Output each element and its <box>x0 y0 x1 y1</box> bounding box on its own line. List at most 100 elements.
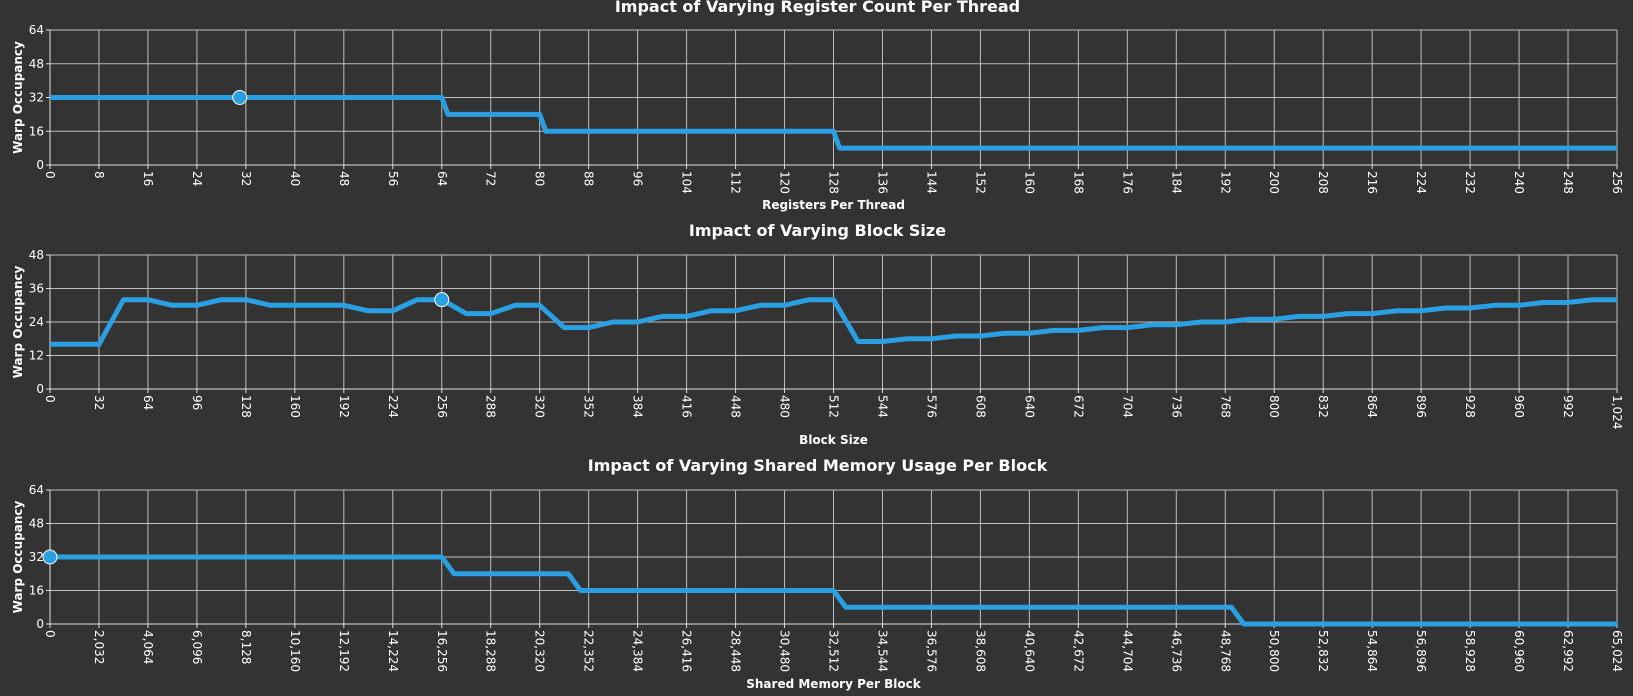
x-tick-label: 42,672 <box>1071 630 1085 672</box>
x-tick-label: 200 <box>1267 171 1281 194</box>
x-tick-label: 160 <box>288 395 302 418</box>
x-tick-label: 6,096 <box>190 630 204 664</box>
y-tick-label: 0 <box>36 158 44 172</box>
x-tick-label: 38,608 <box>973 630 987 672</box>
x-axis-title: Shared Memory Per Block <box>746 677 922 691</box>
x-tick-label: 128 <box>827 171 841 194</box>
x-tick-label: 60,960 <box>1512 630 1526 672</box>
x-tick-label: 32 <box>92 395 106 410</box>
x-tick-label: 120 <box>778 171 792 194</box>
x-tick-label: 208 <box>1316 171 1330 194</box>
x-tick-label: 8 <box>92 171 106 179</box>
x-tick-label: 44,704 <box>1120 630 1134 672</box>
x-tick-label: 232 <box>1463 171 1477 194</box>
x-tick-label: 384 <box>631 395 645 418</box>
x-tick-label: 16,256 <box>435 630 449 672</box>
x-tick-label: 768 <box>1218 395 1232 418</box>
x-tick-label: 48 <box>337 171 351 186</box>
x-tick-label: 704 <box>1120 395 1134 418</box>
x-tick-label: 192 <box>1218 171 1232 194</box>
x-tick-label: 36,576 <box>924 630 938 672</box>
x-tick-label: 256 <box>435 395 449 418</box>
chart-title: Impact of Varying Shared Memory Usage Pe… <box>588 456 1048 475</box>
x-tick-label: 54,864 <box>1365 630 1379 672</box>
x-tick-label: 104 <box>680 171 694 194</box>
x-tick-label: 224 <box>386 395 400 418</box>
x-tick-label: 56,896 <box>1414 630 1428 672</box>
x-tick-label: 26,416 <box>680 630 694 672</box>
x-tick-label: 80 <box>533 171 547 186</box>
x-tick-label: 28,448 <box>729 630 743 672</box>
x-tick-label: 736 <box>1169 395 1183 418</box>
x-tick-label: 144 <box>924 171 938 194</box>
x-tick-label: 800 <box>1267 395 1281 418</box>
x-tick-label: 52,832 <box>1316 630 1330 672</box>
x-tick-label: 56 <box>386 171 400 186</box>
x-tick-label: 320 <box>533 395 547 418</box>
y-tick-label: 48 <box>29 517 44 531</box>
chart-register-count: Impact of Varying Register Count Per Thr… <box>11 0 1624 212</box>
series-line <box>50 554 1617 627</box>
x-tick-label: 544 <box>875 395 889 418</box>
x-tick-label: 62,992 <box>1561 630 1575 672</box>
x-axis-title: Registers Per Thread <box>762 198 905 212</box>
x-tick-label: 896 <box>1414 395 1428 418</box>
x-tick-label: 112 <box>729 171 743 194</box>
x-tick-label: 448 <box>729 395 743 418</box>
x-tick-label: 288 <box>484 395 498 418</box>
x-tick-label: 16 <box>141 171 155 186</box>
y-axis-title: Warp Occupancy <box>11 500 25 613</box>
x-tick-label: 64 <box>435 171 449 186</box>
x-tick-label: 960 <box>1512 395 1526 418</box>
x-tick-label: 48,768 <box>1218 630 1232 672</box>
x-tick-label: 608 <box>973 395 987 418</box>
y-tick-label: 16 <box>29 124 44 138</box>
chart-title: Impact of Varying Block Size <box>689 221 946 240</box>
series-line <box>50 95 1617 151</box>
x-tick-label: 32,512 <box>827 630 841 672</box>
x-tick-label: 72 <box>484 171 498 186</box>
y-tick-label: 64 <box>29 23 44 37</box>
x-tick-label: 2,032 <box>92 630 106 664</box>
x-tick-label: 64 <box>141 395 155 410</box>
y-tick-label: 0 <box>36 382 44 396</box>
x-tick-label: 32 <box>239 171 253 186</box>
y-tick-label: 48 <box>29 248 44 262</box>
x-tick-label: 256 <box>1610 171 1624 194</box>
x-tick-label: 50,800 <box>1267 630 1281 672</box>
x-tick-label: 58,928 <box>1463 630 1477 672</box>
y-tick-label: 48 <box>29 57 44 71</box>
selected-point-marker <box>42 549 58 565</box>
y-axis-title: Warp Occupancy <box>11 41 25 154</box>
x-tick-label: 30,480 <box>778 630 792 672</box>
x-tick-label: 672 <box>1071 395 1085 418</box>
x-tick-label: 96 <box>631 171 645 186</box>
x-tick-label: 24,384 <box>631 630 645 672</box>
x-tick-label: 88 <box>582 171 596 186</box>
x-tick-label: 24 <box>190 171 204 186</box>
x-tick-label: 512 <box>827 395 841 418</box>
x-tick-label: 240 <box>1512 171 1526 194</box>
chart-shared-memory: Impact of Varying Shared Memory Usage Pe… <box>11 456 1624 691</box>
y-tick-label: 32 <box>29 91 44 105</box>
x-tick-label: 480 <box>778 395 792 418</box>
x-tick-label: 10,160 <box>288 630 302 672</box>
x-tick-label: 152 <box>973 171 987 194</box>
x-tick-label: 352 <box>582 395 596 418</box>
x-tick-label: 576 <box>924 395 938 418</box>
x-tick-label: 12,192 <box>337 630 351 672</box>
x-tick-label: 640 <box>1022 395 1036 418</box>
x-tick-label: 14,224 <box>386 630 400 672</box>
x-tick-label: 128 <box>239 395 253 418</box>
x-tick-label: 0 <box>43 171 57 179</box>
y-tick-label: 32 <box>29 550 44 564</box>
x-tick-label: 65,024 <box>1610 630 1624 672</box>
x-tick-label: 992 <box>1561 395 1575 418</box>
selected-point-marker <box>232 90 248 105</box>
x-tick-label: 832 <box>1316 395 1330 418</box>
y-tick-label: 0 <box>36 617 44 631</box>
x-tick-label: 4,064 <box>141 630 155 664</box>
x-tick-label: 0 <box>43 630 57 638</box>
